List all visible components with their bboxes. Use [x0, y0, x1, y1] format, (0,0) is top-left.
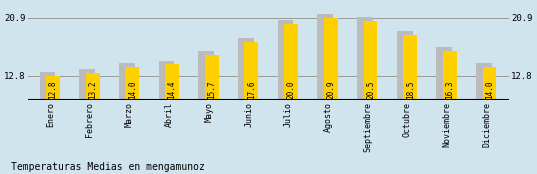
Bar [46, 76, 60, 100]
Bar [165, 65, 179, 100]
Bar [483, 67, 496, 100]
Bar [205, 55, 219, 100]
Text: 20.5: 20.5 [366, 80, 375, 99]
Bar [158, 61, 175, 100]
Bar [86, 73, 100, 100]
Bar [364, 21, 378, 100]
Bar [317, 14, 333, 100]
Bar [437, 47, 452, 100]
Bar [476, 63, 492, 100]
Bar [244, 42, 258, 100]
Text: 14.4: 14.4 [168, 80, 177, 99]
Text: 13.2: 13.2 [88, 80, 97, 99]
Text: 14.0: 14.0 [128, 80, 137, 99]
Bar [357, 17, 373, 100]
Bar [126, 67, 139, 100]
Bar [238, 38, 254, 100]
Bar [397, 31, 412, 100]
Text: 17.6: 17.6 [247, 80, 256, 99]
Text: 20.0: 20.0 [287, 80, 295, 99]
Text: 18.5: 18.5 [405, 80, 415, 99]
Text: 20.9: 20.9 [326, 80, 335, 99]
Bar [119, 63, 135, 100]
Bar [324, 18, 338, 100]
Text: 14.0: 14.0 [485, 80, 494, 99]
Text: 16.3: 16.3 [445, 80, 454, 99]
Bar [284, 24, 298, 100]
Text: 12.8: 12.8 [48, 80, 57, 99]
Text: Temperaturas Medias en mengamunoz: Temperaturas Medias en mengamunoz [11, 162, 205, 172]
Bar [79, 69, 95, 100]
Text: 15.7: 15.7 [207, 80, 216, 99]
Bar [40, 72, 55, 100]
Bar [278, 20, 294, 100]
Bar [403, 35, 417, 100]
Bar [443, 51, 457, 100]
Bar [198, 51, 214, 100]
